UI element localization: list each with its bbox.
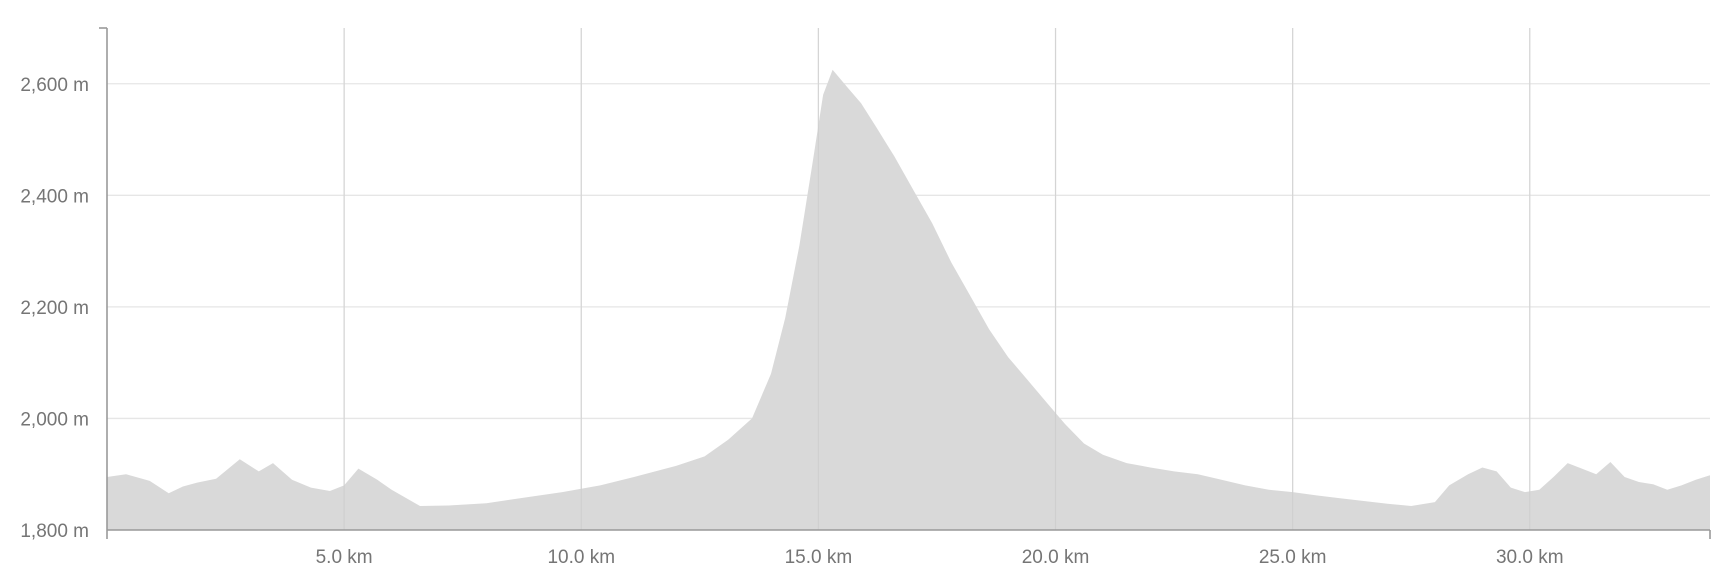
- elevation-area: [107, 28, 1710, 531]
- x-tick-label-3: 20.0 km: [1022, 547, 1090, 568]
- y-tick-label-3: 2,400 m: [20, 186, 89, 207]
- x-tick-label-5: 30.0 km: [1496, 547, 1564, 568]
- axes: [99, 27, 1711, 539]
- x-tick-label-1: 10.0 km: [547, 547, 615, 568]
- x-tick-label-0: 5.0 km: [316, 547, 373, 568]
- y-tick-label-1: 2,000 m: [20, 409, 89, 430]
- y-tick-label-4: 2,600 m: [20, 75, 89, 96]
- x-tick-label-2: 15.0 km: [785, 547, 853, 568]
- x-tick-label-4: 25.0 km: [1259, 547, 1327, 568]
- y-tick-label-0: 1,800 m: [20, 521, 89, 542]
- tick-labels: 1,800 m 2,000 m 2,200 m 2,400 m 2,600 m 5.0 k…: [20, 75, 1563, 568]
- y-tick-label-2: 2,200 m: [20, 298, 89, 319]
- elevation-area-series-0: [107, 69, 1710, 531]
